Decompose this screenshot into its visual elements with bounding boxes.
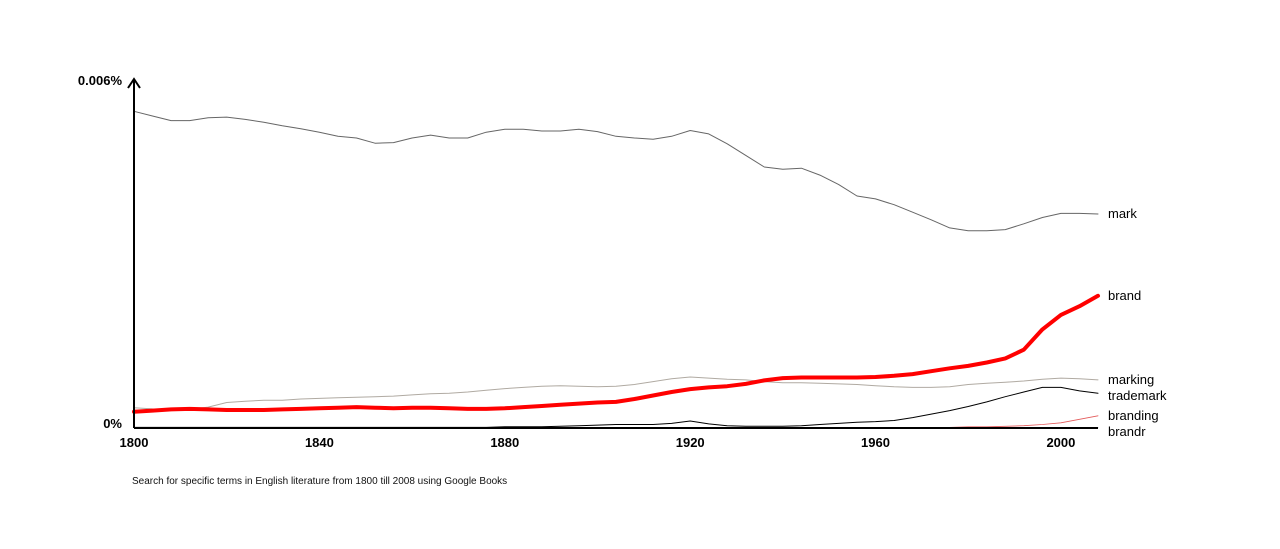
series-label-brandr: brandr [1108,424,1146,439]
series-label-branding: branding [1108,408,1159,423]
series-label-trademark: trademark [1108,388,1167,403]
series-label-mark: mark [1108,206,1137,221]
x-tick-label-1880: 1880 [490,435,519,450]
y-axis-arrow [127,77,141,89]
y-tick-label-0-: 0% [103,416,122,431]
series-line-branding [133,415,1099,428]
x-tick-label-1800: 1800 [120,435,149,450]
series-layer [132,110,1100,428]
axes [127,77,1098,429]
x-tick-label-1920: 1920 [676,435,705,450]
series-line-brand [132,293,1100,414]
series-label-marking: marking [1108,372,1154,387]
x-tick-label-1840: 1840 [305,435,334,450]
x-tick-label-2000: 2000 [1046,435,1075,450]
chart-caption: Search for specific terms in English lit… [132,476,508,487]
series-line-mark [133,110,1099,232]
series-line-marking [133,376,1099,410]
series-line-trademark [133,386,1099,428]
y-tick-label-0-006-: 0.006% [78,73,123,88]
series-label-brand: brand [1108,288,1141,303]
x-tick-label-1960: 1960 [861,435,890,450]
